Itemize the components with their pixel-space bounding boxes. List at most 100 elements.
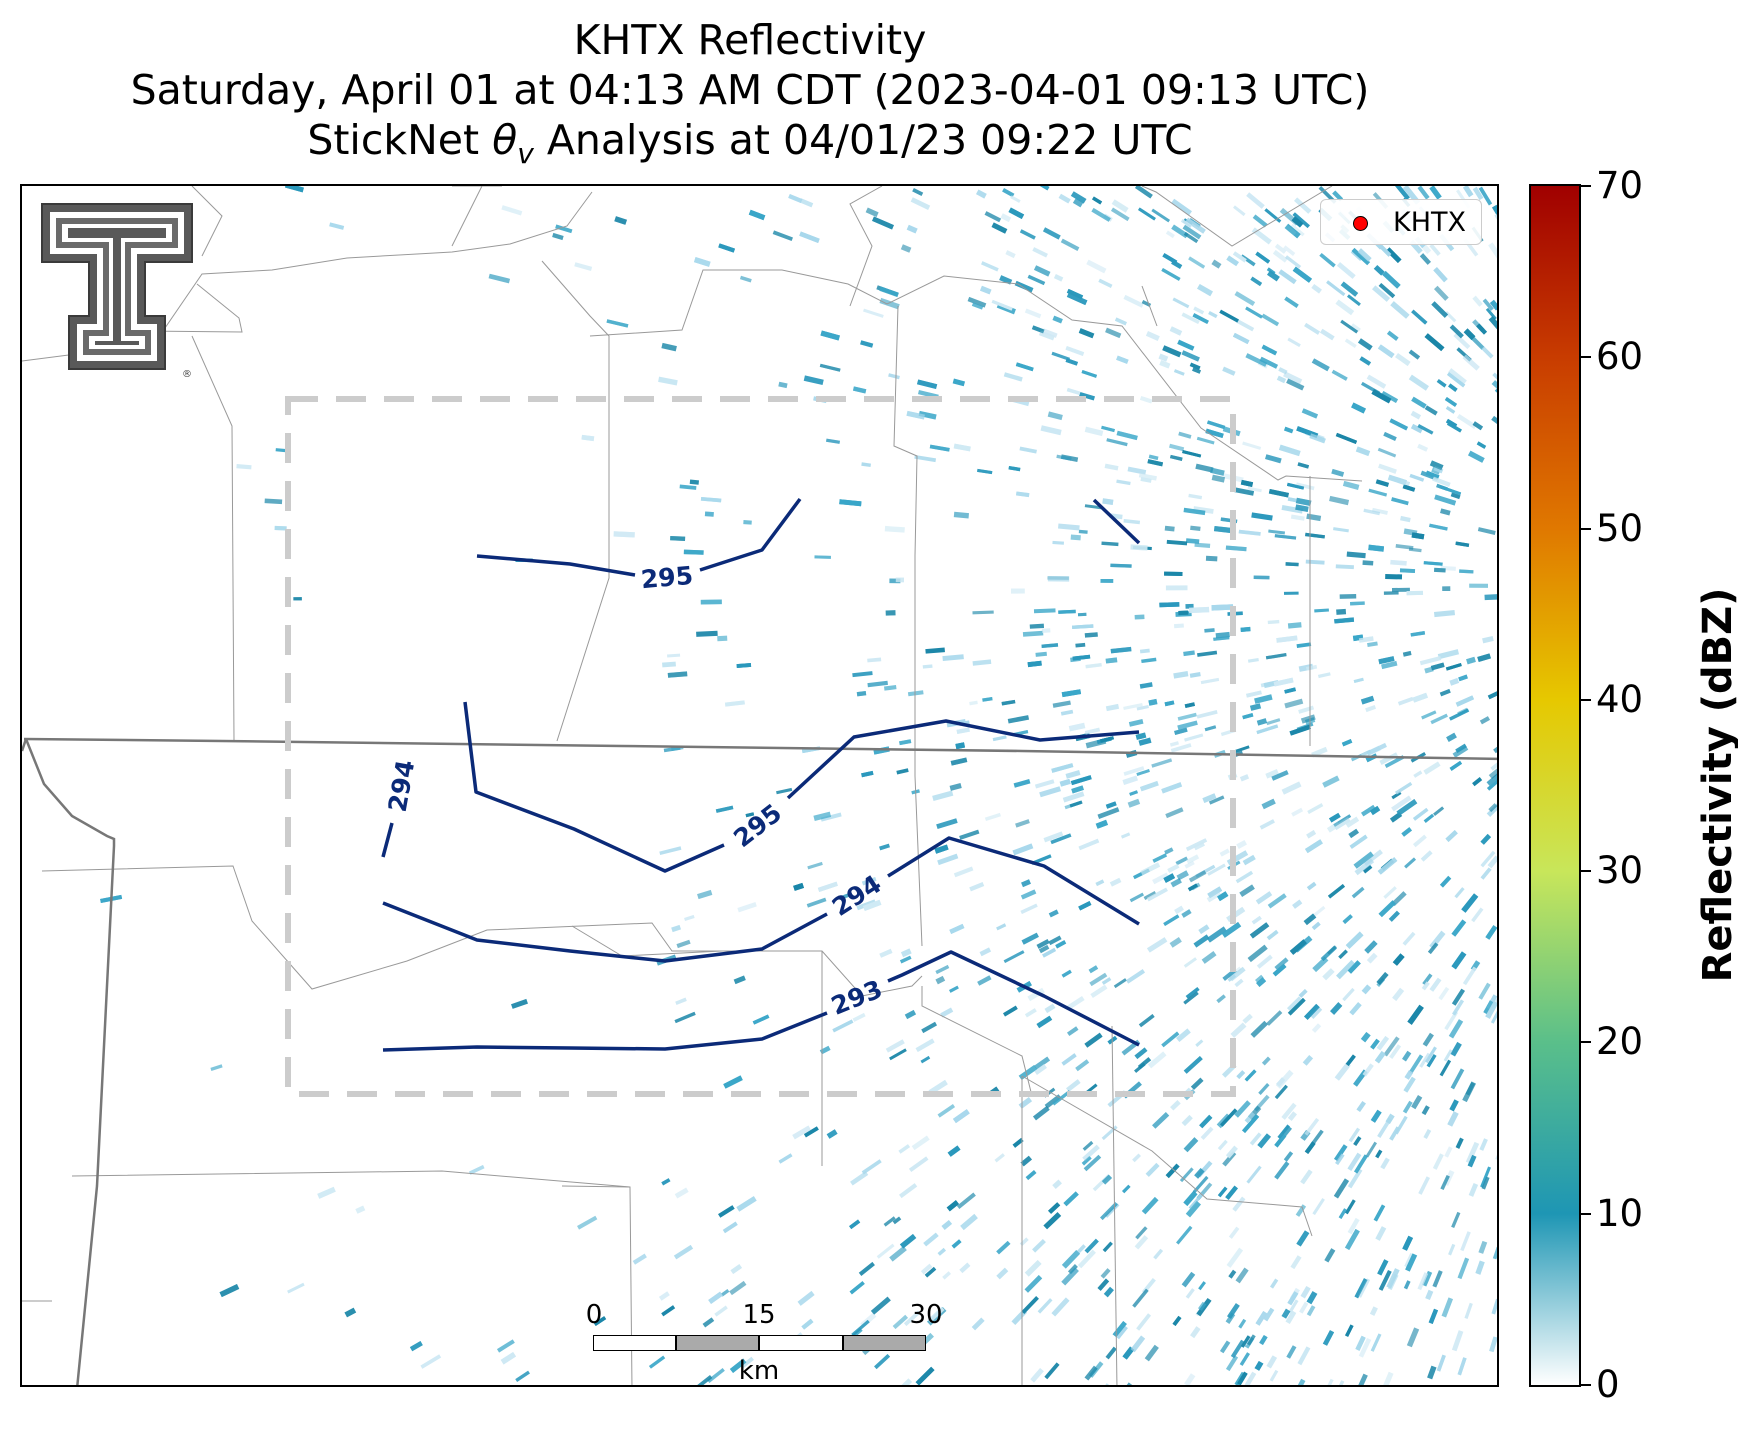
echo-gate — [1095, 819, 1108, 829]
echo-gate — [552, 232, 564, 241]
echo-gate — [895, 577, 905, 583]
echo-gate — [1024, 308, 1042, 319]
echo-gate — [839, 499, 862, 507]
echo-gate — [1129, 892, 1145, 903]
echo-gate — [1103, 1286, 1114, 1298]
echo-gate — [707, 1367, 725, 1383]
map-panel[interactable]: 295 295 294 294 293 ® — [20, 184, 1499, 1387]
echo-gate — [1012, 843, 1034, 856]
echo-gate — [1263, 1307, 1275, 1322]
echo-gate — [1395, 781, 1413, 795]
echo-gate — [1329, 812, 1341, 823]
echo-gate — [1070, 534, 1081, 541]
echo-gate — [1233, 745, 1250, 754]
echo-gate — [959, 829, 980, 840]
echo-gate — [1336, 608, 1347, 615]
echo-gate — [806, 897, 827, 908]
echo-gate — [1476, 441, 1487, 449]
echo-gate — [1362, 560, 1374, 566]
echo-gate — [1141, 657, 1157, 664]
echo-gate — [1226, 1247, 1244, 1268]
echo-gate — [1164, 571, 1183, 577]
echo-gate — [1198, 924, 1210, 935]
echo-gate — [1417, 424, 1434, 435]
echo-gate — [1240, 479, 1254, 487]
echo-gate — [879, 948, 893, 958]
echo-gate — [515, 1370, 530, 1382]
echo-gate — [1361, 804, 1376, 817]
echo-gate — [921, 1021, 938, 1034]
echo-gate — [1190, 1326, 1201, 1339]
echo-gate — [722, 1221, 738, 1234]
echo-gate — [1188, 256, 1206, 269]
echo-gate — [910, 197, 931, 210]
echo-gate — [914, 455, 937, 463]
echo-gate — [1378, 656, 1395, 665]
echo-gate — [1075, 1059, 1090, 1072]
contour-295-south — [463, 701, 1140, 873]
echo-gate — [614, 216, 628, 225]
echo-gate — [1240, 1335, 1251, 1348]
echo-gate — [1138, 737, 1152, 746]
echo-gate — [1048, 909, 1059, 918]
echo-gate — [1123, 766, 1145, 776]
echo-gate — [1129, 790, 1138, 796]
echo-gate — [1306, 1305, 1316, 1317]
echo-gate — [1084, 727, 1101, 735]
echo-gate — [1399, 568, 1416, 573]
echo-gate — [862, 899, 882, 912]
echo-gate — [1134, 614, 1145, 620]
echo-gate — [1081, 1156, 1092, 1166]
echo-gate — [956, 727, 970, 735]
echo-gate — [991, 222, 1008, 234]
echo-gate — [1120, 832, 1131, 839]
echo-gate — [1188, 493, 1203, 500]
echo-gate — [935, 975, 946, 985]
echo-gate — [1356, 1373, 1368, 1385]
echo-gate — [915, 1366, 935, 1385]
echo-gate — [1027, 274, 1046, 286]
echo-gate — [1288, 1299, 1299, 1314]
echo-gate — [776, 787, 793, 795]
echo-gate — [1066, 288, 1084, 300]
echo-gate — [1051, 763, 1074, 773]
echo-gate — [1161, 782, 1183, 794]
echo-gate — [1368, 544, 1385, 552]
echo-gate — [661, 1178, 671, 1186]
echo-gate — [1285, 255, 1302, 269]
echo-gate — [1411, 532, 1425, 540]
echo-gate — [1078, 529, 1088, 534]
echo-gate — [1182, 450, 1202, 458]
echo-gate — [1008, 465, 1021, 472]
echo-gate — [284, 186, 304, 193]
echo-gate — [1247, 658, 1259, 663]
echo-gate — [1266, 929, 1279, 941]
echo-gate — [1306, 1291, 1318, 1305]
echo-gate — [674, 1011, 696, 1024]
echo-gate — [1188, 606, 1210, 614]
echo-gate — [1272, 963, 1287, 977]
echo-gate — [1106, 438, 1128, 447]
echo-gate — [820, 812, 842, 822]
echo-gate — [1271, 770, 1289, 781]
echo-gate — [1358, 1278, 1371, 1298]
echo-gate — [1365, 1141, 1378, 1158]
texas-tech-logo: ® — [41, 203, 193, 380]
echo-gate — [1382, 270, 1401, 289]
echo-gate — [1467, 1154, 1477, 1168]
echo-gate — [1021, 1296, 1039, 1314]
echo-gate — [1188, 1192, 1204, 1210]
echo-gate — [1386, 1268, 1400, 1289]
echo-gate — [1100, 1201, 1118, 1221]
echo-gate — [1185, 1288, 1195, 1299]
echo-gate — [898, 1144, 911, 1154]
echo-gate — [1392, 953, 1405, 966]
echo-gate — [1378, 1269, 1392, 1291]
echo-gate — [1206, 926, 1227, 943]
echo-gate — [1071, 785, 1084, 794]
echo-gate — [1178, 610, 1189, 616]
echo-gate — [1249, 922, 1270, 939]
echo-gate — [1136, 769, 1150, 776]
echo-gate — [1099, 1383, 1110, 1385]
echo-gate — [1127, 466, 1147, 475]
